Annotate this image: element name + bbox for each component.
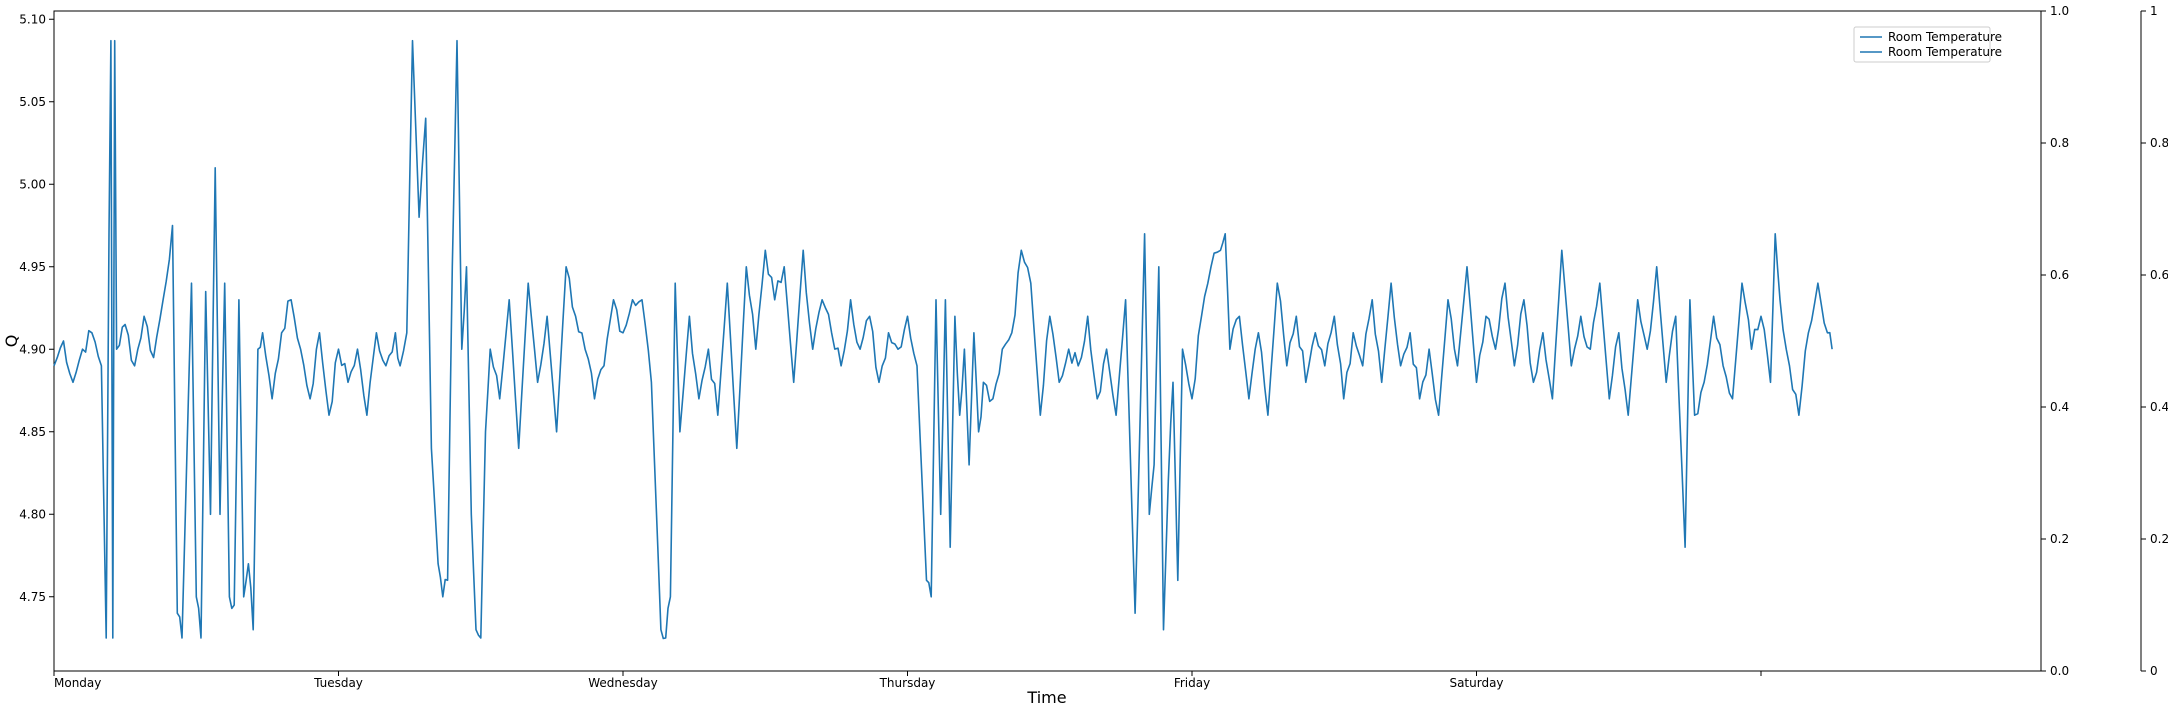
right-tick-label: 0.6	[2050, 268, 2069, 282]
right-tick-label: 0.0	[2050, 664, 2069, 678]
right-tick-label: 0.8	[2150, 136, 2168, 150]
right-axis-2-ticks: 0 0.2 0.4 0.6 0.8 1	[2141, 4, 2168, 678]
x-tick-label: Thursday	[879, 676, 936, 690]
right-tick-label: 0.4	[2050, 400, 2069, 414]
y-tick-label: 5.00	[19, 177, 46, 191]
x-tick-label: Monday	[54, 676, 101, 690]
y-tick-label: 4.80	[19, 507, 46, 521]
right-tick-label: 0.4	[2150, 400, 2168, 414]
x-tick-label: Friday	[1174, 676, 1210, 690]
legend: Room Temperature Room Temperature	[1853, 26, 2002, 63]
x-tick-label: Saturday	[1449, 676, 1503, 690]
x-tick-label: Wednesday	[588, 676, 657, 690]
y-axis-ticks: 4.75 4.80 4.85 4.90 4.95 5.00 5.05 5.10	[19, 12, 54, 604]
y-tick-label: 4.95	[19, 260, 46, 274]
series-line-room-temperature	[53, 39, 1833, 640]
right-tick-label: 0	[2150, 664, 2158, 678]
x-tick-label: Tuesday	[313, 676, 363, 690]
y-tick-label: 4.85	[19, 425, 46, 439]
x-axis-ticks: Monday Tuesday Wednesday Thursday Friday Satu…	[53, 671, 1762, 690]
x-axis-label: Time	[1026, 688, 1066, 707]
y-tick-label: 4.90	[19, 342, 46, 356]
right-tick-label: 0.2	[2050, 532, 2069, 546]
y-tick-label: 5.10	[19, 12, 46, 26]
right-tick-label: 1	[2150, 4, 2158, 18]
right-axis-1-ticks: 0.0 0.2 0.4 0.6 0.8 1.0	[2041, 4, 2069, 678]
y-tick-label: 4.75	[19, 590, 46, 604]
right-tick-label: 0.8	[2050, 136, 2069, 150]
legend-entry-2: Room Temperature	[1888, 45, 2002, 59]
right-tick-label: 0.2	[2150, 532, 2168, 546]
right-tick-label: 0.6	[2150, 268, 2168, 282]
legend-box	[1853, 26, 1991, 63]
legend-entry-1: Room Temperature	[1888, 30, 2002, 44]
y-axis-label: Q	[2, 335, 21, 348]
y-tick-label: 5.05	[19, 95, 46, 109]
right-tick-label: 1.0	[2050, 4, 2069, 18]
plot-area	[53, 10, 2042, 672]
